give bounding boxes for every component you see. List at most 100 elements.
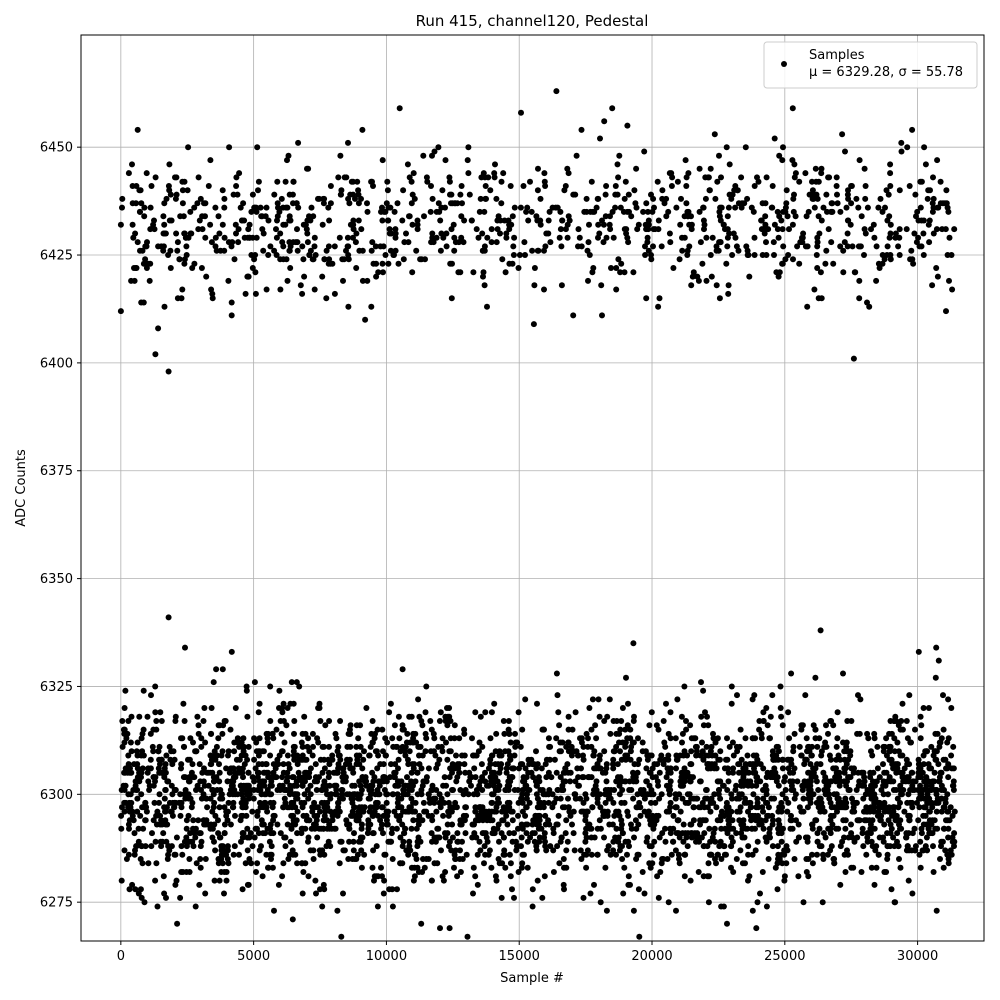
data-point	[346, 825, 353, 832]
data-point	[539, 894, 546, 901]
data-point	[757, 890, 763, 897]
data-point	[690, 817, 697, 824]
data-point	[524, 204, 531, 211]
data-point	[194, 200, 201, 207]
data-point	[429, 812, 435, 819]
data-point	[645, 226, 652, 233]
data-point	[257, 799, 263, 806]
data-point	[302, 825, 309, 832]
data-point	[925, 795, 931, 802]
data-point	[397, 804, 404, 811]
data-point	[703, 787, 709, 793]
data-point	[119, 718, 126, 724]
data-point	[791, 856, 798, 862]
data-point	[802, 692, 809, 699]
data-point	[346, 838, 353, 845]
data-point	[763, 252, 770, 258]
data-point	[703, 234, 710, 241]
data-point	[383, 799, 390, 806]
data-point	[707, 851, 713, 858]
data-point	[408, 778, 415, 785]
data-point	[121, 847, 128, 854]
data-point	[305, 795, 312, 802]
data-point	[437, 925, 443, 932]
data-point	[754, 838, 761, 845]
data-point	[416, 761, 423, 768]
data-point	[641, 148, 648, 155]
data-point	[119, 804, 125, 811]
data-point	[840, 670, 846, 677]
data-point	[860, 795, 867, 802]
data-point	[791, 174, 798, 181]
data-point	[357, 834, 364, 841]
data-point	[703, 743, 710, 750]
data-point	[488, 226, 495, 233]
data-point	[790, 748, 797, 755]
data-point	[252, 290, 259, 297]
data-point	[306, 748, 313, 755]
data-point	[771, 252, 777, 258]
data-point	[203, 795, 210, 802]
data-point	[489, 799, 496, 806]
data-point	[700, 204, 707, 211]
data-point	[788, 812, 794, 819]
data-point	[284, 778, 290, 785]
data-point	[231, 748, 238, 755]
data-point	[859, 830, 866, 837]
data-point	[674, 696, 681, 703]
data-point	[171, 787, 178, 793]
data-point	[670, 265, 677, 271]
data-point	[707, 808, 714, 815]
data-point	[350, 847, 357, 854]
data-point	[949, 838, 956, 845]
data-point	[791, 161, 798, 168]
data-point	[945, 696, 952, 703]
data-point	[359, 765, 366, 772]
data-point	[725, 290, 732, 297]
data-point	[924, 195, 931, 202]
data-point	[918, 830, 925, 837]
data-point	[920, 230, 927, 237]
data-point	[193, 860, 200, 867]
data-point	[161, 774, 168, 781]
data-point	[229, 804, 236, 811]
data-point	[755, 804, 762, 811]
data-point	[300, 869, 307, 875]
data-point	[873, 864, 880, 871]
data-point	[331, 243, 338, 250]
data-point	[745, 769, 752, 776]
data-point	[929, 208, 936, 215]
data-point	[811, 204, 818, 211]
data-point	[871, 881, 878, 888]
data-point	[210, 791, 217, 798]
data-point	[209, 834, 216, 841]
data-point	[697, 239, 704, 246]
data-point	[673, 765, 679, 772]
data-point	[854, 834, 861, 841]
x-tick-label: 0	[117, 949, 125, 964]
data-point	[713, 765, 720, 772]
data-point	[379, 157, 386, 164]
data-point	[936, 774, 943, 781]
data-point	[933, 226, 940, 233]
data-point	[921, 144, 928, 151]
data-point	[511, 204, 518, 211]
data-point	[557, 795, 564, 802]
data-point	[195, 817, 202, 824]
data-point	[313, 890, 319, 897]
data-point	[329, 812, 336, 819]
data-point	[684, 843, 691, 850]
data-point	[255, 761, 262, 768]
data-point	[591, 834, 598, 841]
data-point	[923, 778, 930, 785]
data-point	[511, 830, 517, 837]
data-point	[840, 269, 847, 276]
data-point	[471, 765, 478, 772]
data-point	[321, 812, 328, 819]
data-point	[720, 843, 727, 850]
data-point	[813, 817, 820, 824]
data-point	[234, 191, 241, 198]
data-point	[721, 812, 728, 819]
data-point	[559, 804, 566, 811]
data-point	[595, 221, 602, 228]
